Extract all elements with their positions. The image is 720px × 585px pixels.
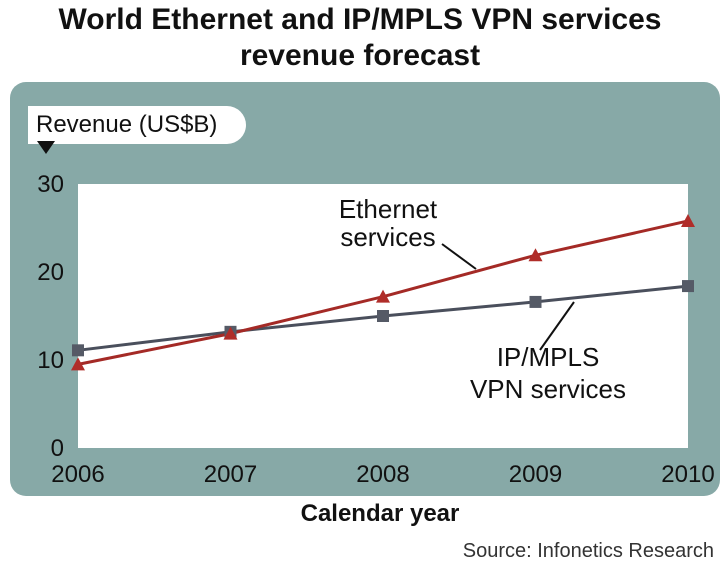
y-tick-label: 10 xyxy=(37,347,64,374)
data-point-ip-mpls xyxy=(377,310,389,322)
y-tick-label: 0 xyxy=(51,435,64,462)
x-tick-label: 2009 xyxy=(509,461,562,488)
series-label-ip-mpls: IP/MPLS xyxy=(497,342,600,372)
x-tick-label: 2008 xyxy=(356,461,409,488)
series-label-ip-mpls: VPN services xyxy=(470,374,626,404)
x-tick-label: 2007 xyxy=(204,461,257,488)
x-tick-label: 2010 xyxy=(661,461,714,488)
series-label-ethernet: Ethernet xyxy=(339,194,438,224)
y-tick-label: 30 xyxy=(37,171,64,198)
data-point-ip-mpls xyxy=(72,344,84,356)
line-chart: 0 10 20 30 2006 2007 2008 2009 2010 Ethernetser… xyxy=(0,0,720,585)
y-tick-label: 20 xyxy=(37,259,64,286)
series-label-ethernet: services xyxy=(340,222,435,252)
x-axis-label: Calendar year xyxy=(0,500,720,528)
y-axis: 0 10 20 30 xyxy=(37,171,64,462)
data-point-ip-mpls xyxy=(682,280,694,292)
x-axis: 2006 2007 2008 2009 2010 xyxy=(51,461,714,488)
source-note: Source: Infonetics Research xyxy=(463,540,714,563)
data-point-ip-mpls xyxy=(530,296,542,308)
x-tick-label: 2006 xyxy=(51,461,104,488)
